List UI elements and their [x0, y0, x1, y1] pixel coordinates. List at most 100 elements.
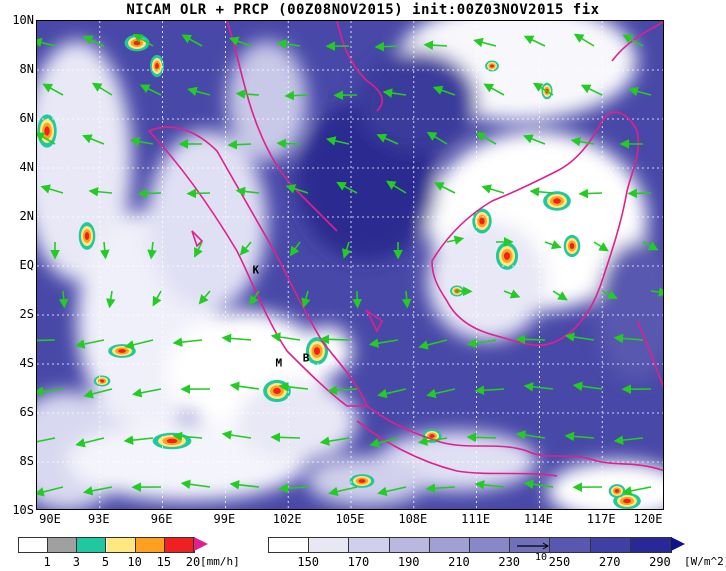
- wind-arrow: [650, 287, 663, 297]
- wind-arrow: [221, 333, 252, 344]
- wind-arrow: [37, 37, 56, 48]
- lat-tick-label: 8N: [19, 62, 34, 76]
- precip-contour: [133, 40, 141, 46]
- precip-contour: [490, 64, 494, 68]
- wind-arrow: [37, 132, 56, 145]
- wind-arrow: [613, 333, 644, 344]
- wind-arrow: [147, 241, 157, 260]
- wind-arrow: [278, 382, 309, 392]
- wind-arrow: [301, 290, 311, 308]
- wind-arrow: [523, 479, 554, 490]
- wind-arrow: [106, 290, 116, 309]
- wind-arrow: [194, 241, 203, 258]
- wind-arrow: [433, 182, 456, 194]
- wind-arrow: [276, 138, 301, 149]
- wind-arrow: [593, 241, 609, 252]
- precip-contour: [503, 252, 511, 260]
- wind-arrow: [42, 83, 64, 96]
- olr-tick-label: 190: [397, 555, 420, 569]
- wind-arrow: [529, 187, 554, 197]
- wind-arrow: [642, 241, 659, 251]
- precip-cell: [152, 432, 192, 450]
- olr-unit: [W/m^2]: [684, 555, 726, 568]
- precip-contour: [313, 347, 321, 355]
- olr-tick-label: 210: [448, 555, 470, 569]
- wind-arrow: [327, 385, 358, 396]
- wind-arrow: [229, 381, 260, 392]
- wind-arrow: [82, 35, 105, 47]
- vector-scale: 10: [517, 542, 549, 563]
- wind-arrow: [382, 88, 407, 98]
- precip-tick-label: 20: [185, 555, 201, 569]
- wind-arrow: [473, 37, 497, 48]
- olr-color-segment: [590, 538, 631, 552]
- wind-arrow: [466, 338, 497, 348]
- wind-arrow: [628, 86, 652, 97]
- wind-arrow: [376, 133, 399, 145]
- olr-tick-label: 270: [598, 555, 621, 569]
- coastlines: [147, 21, 663, 477]
- wind-arrow: [235, 186, 260, 197]
- wind-arrow: [235, 89, 260, 99]
- wind-arrow: [131, 388, 162, 398]
- precip-contour: [118, 349, 126, 353]
- wind-arrow: [172, 337, 203, 347]
- precip-unit: [mm/h]: [200, 555, 240, 568]
- precip-contour: [44, 126, 50, 136]
- wind-arrow: [503, 289, 521, 299]
- precip-cell: [263, 379, 291, 403]
- wind-arrow: [83, 388, 113, 399]
- wind-arrow: [432, 85, 456, 96]
- lon-tick-label: 108E: [398, 512, 428, 526]
- wind-arrow: [187, 86, 211, 97]
- precip-color-segment: [164, 538, 194, 552]
- lat-tick-label: 2S: [19, 307, 34, 321]
- olr-bar-right-arrow: [671, 537, 685, 551]
- wind-arrow: [481, 184, 505, 194]
- wind-arrow: [564, 431, 595, 442]
- wind-arrow: [285, 184, 309, 194]
- place-label: K: [252, 263, 260, 277]
- wind-arrow: [139, 84, 162, 96]
- lat-tick-label: 4S: [19, 356, 34, 370]
- coastline-island: [191, 230, 204, 248]
- lon-tick-label: 111E: [461, 512, 491, 526]
- precip-color-segment: [77, 538, 107, 552]
- olr-color-segment: [630, 538, 671, 552]
- chart-title: NICAM OLR + PRCP (00Z08NOV2015) init:00Z…: [126, 2, 600, 18]
- wind-arrow: [289, 241, 301, 257]
- wind-arrow: [82, 134, 105, 145]
- wind-arrow: [523, 134, 546, 145]
- wind-arrow: [613, 435, 644, 445]
- wind-arrow: [627, 188, 652, 199]
- precip-contour: [614, 489, 620, 493]
- precip-cell: [495, 242, 519, 270]
- olr-color-segment: [349, 538, 390, 552]
- precip-cell: [543, 191, 571, 211]
- wind-arrow: [377, 486, 407, 497]
- wind-arrow: [325, 136, 350, 146]
- wind-arrow: [129, 136, 154, 147]
- coastline-sumatra: [147, 126, 369, 407]
- wind-arrow: [564, 332, 595, 342]
- wind-arrow: [336, 181, 358, 194]
- precip-color-segment: [135, 538, 165, 552]
- lon-tick-label: 96E: [150, 512, 173, 526]
- precip-tick-label: 10: [127, 555, 142, 569]
- wind-arrow: [270, 432, 301, 443]
- wind-arrow: [374, 41, 399, 52]
- vector-scale-label: 10: [535, 552, 547, 563]
- lon-tick-label: 114E: [523, 512, 553, 526]
- olr-tick-label: 150: [297, 555, 320, 569]
- wind-arrow: [601, 290, 618, 299]
- wind-vectors: [37, 33, 663, 497]
- place-label: M: [275, 356, 283, 370]
- precip-tick-label: 1: [43, 555, 51, 569]
- place-label: B: [302, 351, 310, 365]
- lat-tick-label: 6S: [19, 405, 34, 419]
- precip-tick-label: 15: [156, 555, 172, 569]
- wind-arrow: [578, 188, 603, 199]
- lat-tick-label: 10S: [12, 503, 34, 517]
- wind-arrow: [88, 186, 113, 197]
- lon-tick-label: 99E: [213, 512, 236, 526]
